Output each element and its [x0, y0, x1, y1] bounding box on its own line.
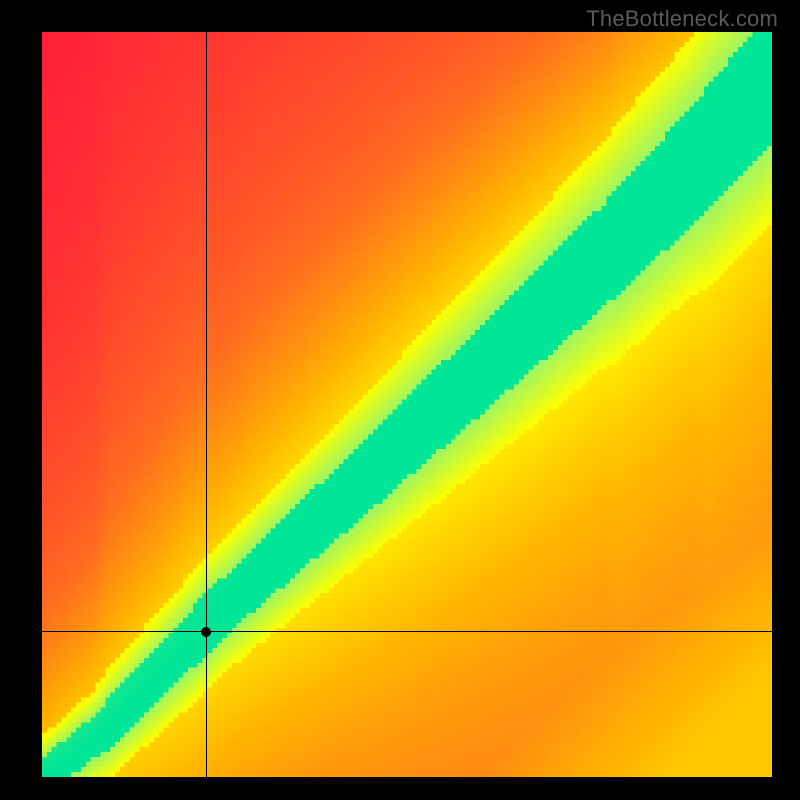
chart-container: TheBottleneck.com: [0, 0, 800, 800]
heatmap-plot: [42, 32, 772, 777]
crosshair-marker: [201, 627, 211, 637]
heatmap-canvas: [42, 32, 772, 777]
watermark-text: TheBottleneck.com: [586, 6, 778, 32]
crosshair-horizontal: [42, 631, 772, 632]
crosshair-vertical: [206, 32, 207, 777]
